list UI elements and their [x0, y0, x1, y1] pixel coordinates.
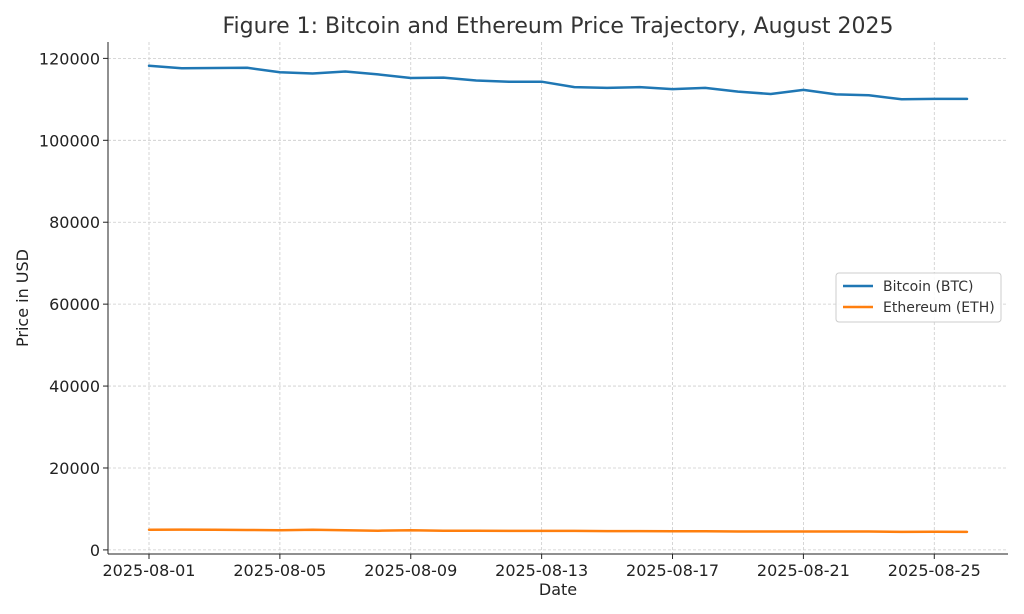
y-tick-label: 20000 — [49, 459, 100, 478]
x-tick-label: 2025-08-25 — [888, 561, 981, 580]
x-tick-label: 2025-08-13 — [495, 561, 588, 580]
y-tick-label: 0 — [90, 541, 100, 560]
y-tick-label: 80000 — [49, 213, 100, 232]
legend-label-btc: Bitcoin (BTC) — [883, 279, 974, 295]
series — [147, 64, 969, 534]
x-tick-label: 2025-08-01 — [103, 561, 196, 580]
y-tick-label: 100000 — [39, 131, 100, 150]
eth-price-line — [147, 528, 969, 534]
y-axis-title: Price in USD — [13, 249, 32, 347]
x-axis-title: Date — [539, 580, 577, 599]
axes — [107, 42, 1008, 555]
y-tick-label: 120000 — [39, 49, 100, 68]
y-tick-label: 60000 — [49, 295, 100, 314]
legend-label-eth: Ethereum (ETH) — [883, 300, 995, 316]
legend-box — [835, 272, 1002, 323]
chart-title: Figure 1: Bitcoin and Ethereum Price Tra… — [222, 14, 893, 39]
ticks: 0 20000 40000 60000 80000 100000 120000 2025-08… — [39, 49, 981, 580]
y-tick-label: 40000 — [49, 377, 100, 396]
legend: Bitcoin (BTC) Ethereum (ETH) — [835, 272, 1002, 323]
x-tick-label: 2025-08-09 — [364, 561, 457, 580]
x-tick-label: 2025-08-21 — [757, 561, 850, 580]
x-tick-label: 2025-08-05 — [233, 561, 326, 580]
x-tick-label: 2025-08-17 — [626, 561, 719, 580]
btc-price-line — [147, 64, 969, 101]
